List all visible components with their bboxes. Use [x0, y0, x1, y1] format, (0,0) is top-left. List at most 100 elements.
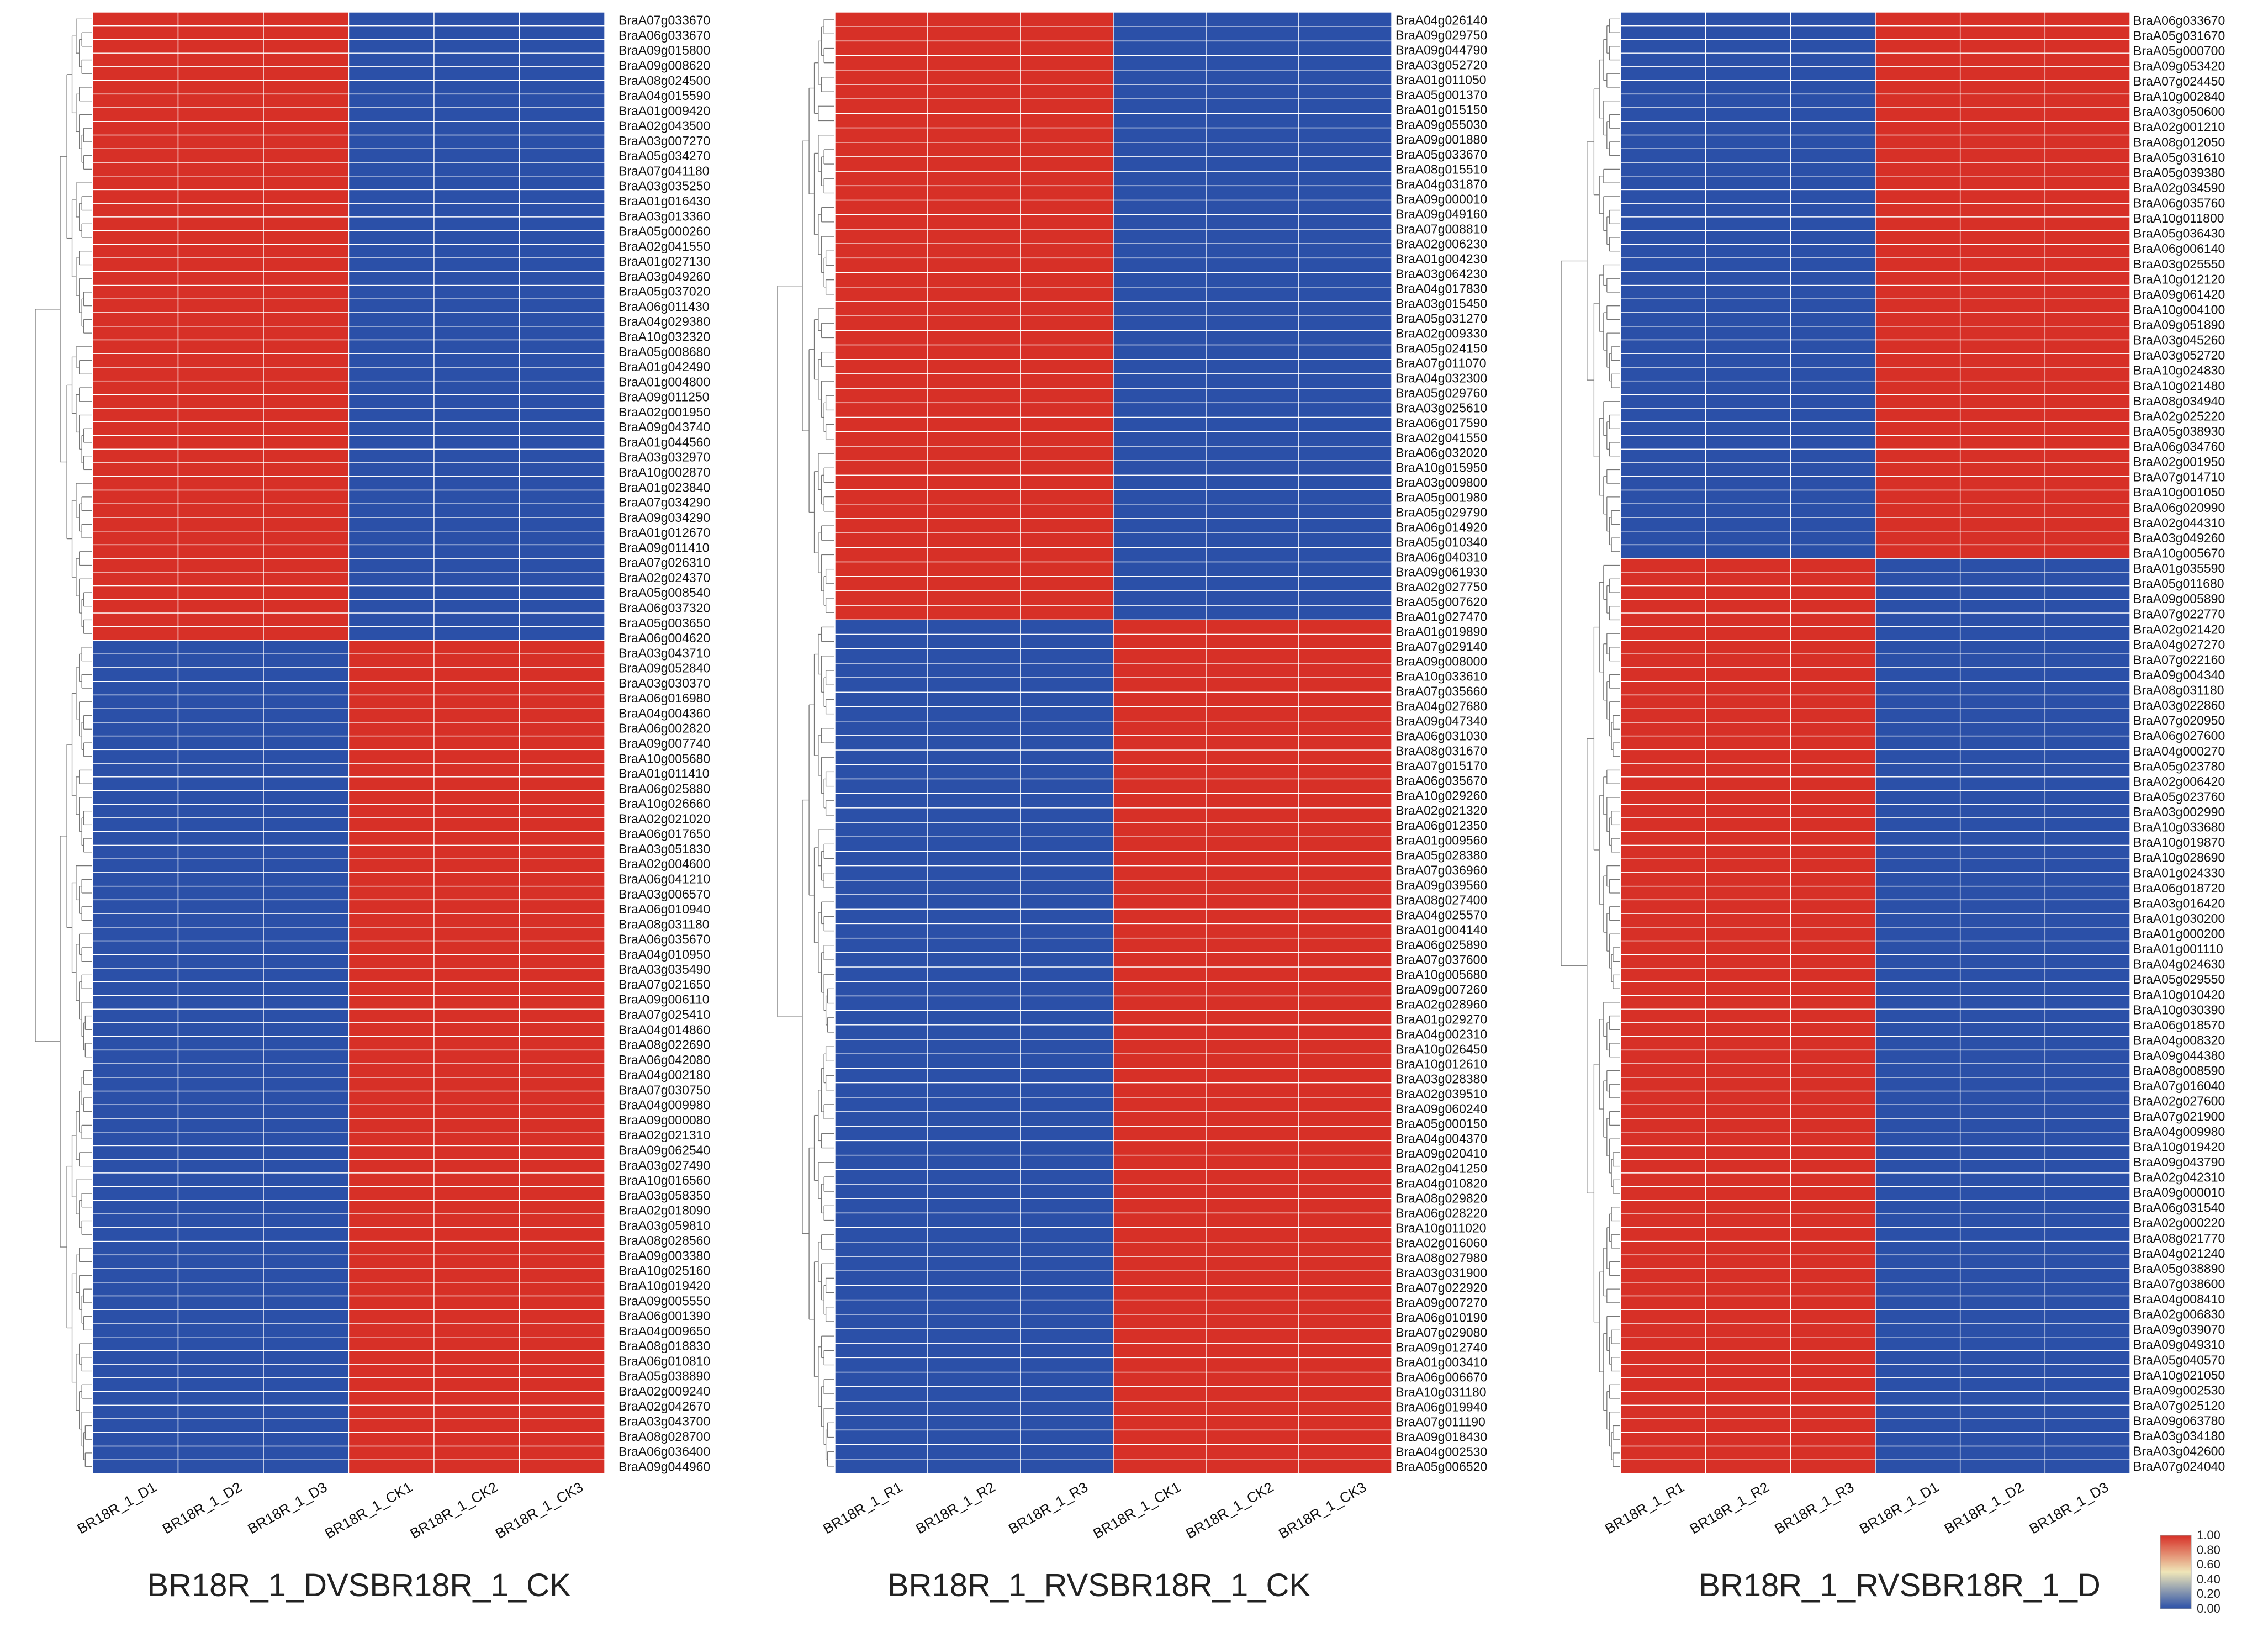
row-label: BraA09g011410 [618, 540, 710, 554]
heatmap-cell [1113, 706, 1207, 722]
row-label: BraA06g018720 [2133, 881, 2225, 895]
heatmap-cell [1206, 359, 1299, 374]
heatmap-cell [177, 380, 264, 395]
heatmap-cell [1298, 1270, 1392, 1286]
heatmap-cell [1790, 503, 1876, 518]
heatmap-cell [834, 142, 928, 157]
row-label: BraA03g034180 [2133, 1429, 2225, 1443]
heatmap-cell [834, 1459, 928, 1474]
heatmap-cell [834, 272, 928, 288]
row-label: BraA05g040570 [2133, 1353, 2225, 1367]
row-label: BraA05g003650 [618, 616, 710, 630]
heatmap-cell [348, 148, 435, 163]
heatmap-cell [834, 315, 928, 331]
heatmap-cell [519, 1077, 605, 1092]
heatmap-cell [519, 790, 605, 805]
heatmap-cell [1705, 927, 1791, 942]
heatmap-cell [1875, 790, 1961, 805]
color-legend: 1.00 0.80 0.60 0.40 0.20 0.00 [2160, 1528, 2221, 1615]
column-label: BR18R_1_D1 [74, 1478, 159, 1537]
heatmap-cell [2044, 380, 2130, 395]
heatmap-cell [927, 431, 1021, 447]
row-label: BraA07g025120 [2133, 1398, 2225, 1413]
row-label: BraA04g009980 [618, 1098, 710, 1112]
row-label: BraA05g029550 [2133, 972, 2225, 986]
heatmap-cell [927, 778, 1021, 794]
heatmap-cell [263, 1295, 350, 1310]
heatmap-cell [348, 790, 435, 805]
heatmap-cell [1298, 388, 1392, 404]
heatmap-cell [1620, 1350, 1706, 1365]
row-label: BraA01g012670 [618, 525, 710, 540]
row-label: BraA10g031180 [1395, 1385, 1487, 1399]
heatmap-cell [1959, 66, 2046, 81]
heatmap-cell [1298, 127, 1392, 143]
heatmap-cell [1959, 176, 2046, 191]
heatmap-cell [1113, 981, 1207, 997]
heatmap-cell [1620, 585, 1706, 600]
heatmap-cell [177, 1104, 264, 1119]
heatmap-cell [1020, 431, 1114, 447]
heatmap-cell [177, 12, 264, 27]
heatmap-cell [92, 708, 179, 723]
heatmap-cell [348, 735, 435, 751]
heatmap-cell [263, 339, 350, 354]
heatmap-cell [927, 1386, 1021, 1402]
heatmap-cell [348, 776, 435, 791]
row-label: BraA01g027470 [1395, 610, 1487, 624]
heatmap-cell [927, 446, 1021, 461]
heatmap-cell [2044, 1323, 2130, 1338]
heatmap-cell [1790, 448, 1876, 463]
heatmap-cell [348, 284, 435, 300]
heatmap-cell [263, 298, 350, 313]
heatmap-cell [834, 663, 928, 678]
heatmap-cell [1298, 431, 1392, 447]
heatmap-cell [433, 1049, 520, 1064]
heatmap-cell [1959, 489, 2046, 504]
heatmap-cell [1790, 326, 1876, 341]
heatmap-cell [519, 107, 605, 122]
heatmap-cell [927, 1401, 1021, 1416]
heatmap-cell [1020, 1256, 1114, 1271]
row-label: BraA05g038890 [2133, 1261, 2225, 1276]
heatmap-cell [177, 1254, 264, 1269]
heatmap-cell [1790, 790, 1876, 805]
heatmap-cell [1705, 640, 1791, 654]
heatmap-cell [1959, 244, 2046, 258]
heatmap-cell [1705, 93, 1791, 108]
heatmap-cell [348, 435, 435, 450]
row-label: BraA05g029760 [1395, 386, 1487, 400]
heatmap-cell [92, 176, 179, 191]
heatmap-cell [1206, 952, 1299, 968]
heatmap-cell [433, 708, 520, 723]
heatmap-cell [519, 121, 605, 136]
heatmap-cell [348, 257, 435, 272]
row-label: BraA09g034290 [618, 510, 710, 525]
heatmap-cell [433, 913, 520, 928]
heatmap-cell [1620, 162, 1706, 177]
heatmap-cell [1705, 134, 1791, 149]
heatmap-cell [348, 653, 435, 668]
heatmap-cell [1959, 1213, 2046, 1228]
heatmap-cell [834, 26, 928, 42]
heatmap-cell [1206, 1097, 1299, 1112]
heatmap-cell [1705, 776, 1791, 791]
heatmap-cell [92, 1022, 179, 1037]
heatmap-cell [177, 448, 264, 463]
heatmap-cell [1113, 1256, 1207, 1271]
heatmap-cell [1020, 243, 1114, 259]
row-label: BraA05g008680 [618, 345, 710, 359]
heatmap-cell [927, 330, 1021, 346]
heatmap-cell [1705, 367, 1791, 382]
heatmap-cell [834, 633, 928, 649]
heatmap-cell [1959, 1350, 2046, 1365]
heatmap-cell [1875, 298, 1961, 313]
heatmap-cell [834, 880, 928, 895]
heatmap-cell [1020, 199, 1114, 215]
row-label: BraA09g005550 [618, 1293, 710, 1308]
heatmap-cell [1959, 421, 2046, 436]
heatmap-cell [348, 367, 435, 382]
heatmap-cell [1705, 1077, 1791, 1092]
heatmap-cell [2044, 1118, 2130, 1133]
heatmap-cell [1113, 937, 1207, 953]
